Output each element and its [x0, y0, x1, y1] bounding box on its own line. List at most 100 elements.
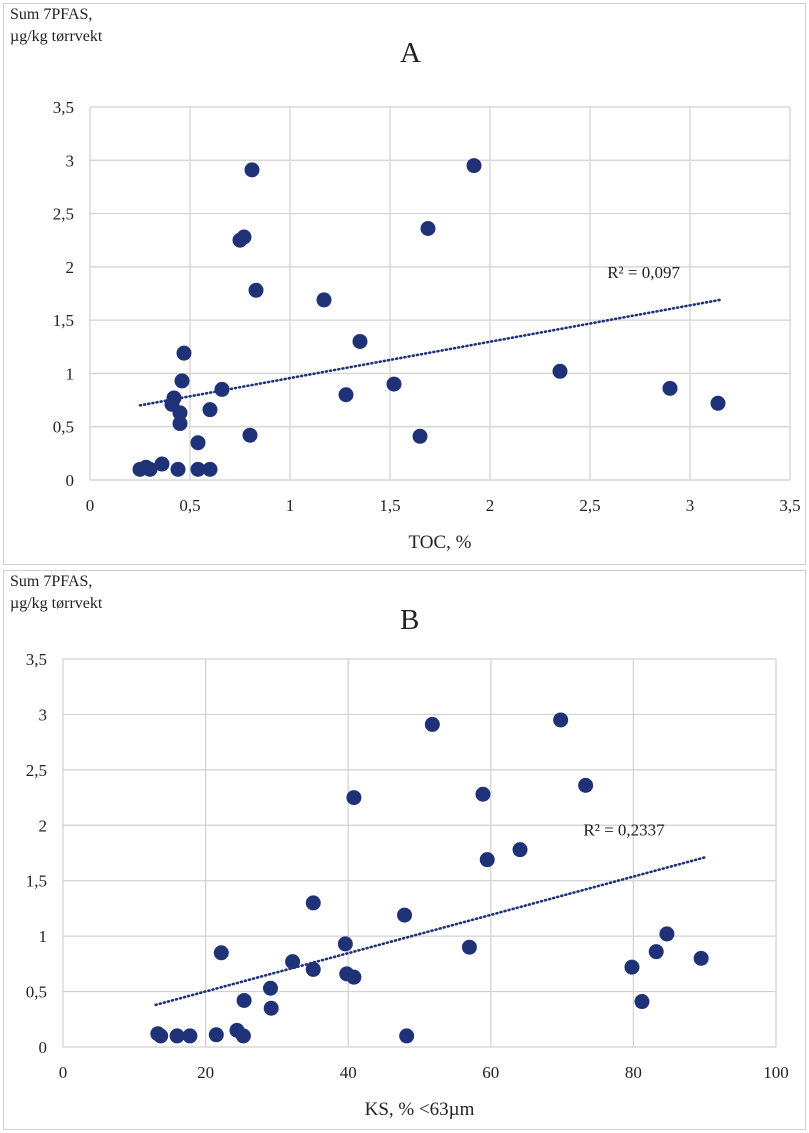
x-tick-label: 1	[286, 496, 295, 515]
data-point	[202, 461, 218, 477]
data-point	[235, 1028, 251, 1044]
data-point	[461, 939, 477, 955]
x-tick-label: 0	[86, 496, 95, 515]
chart-panel-b: Sum 7PFAS, µg/kg tørrvekt B 0 20 40 60 80 100…	[3, 570, 806, 1130]
data-point	[154, 456, 170, 472]
scatter-plot-a: 0 0,5 1 1,5 2 2,5 3 3,5 0 0,5 1 1,5 2 2,5 3 3,5 TOC, % R²…	[53, 98, 801, 553]
data-point	[316, 292, 332, 308]
data-point	[305, 895, 321, 911]
data-point	[142, 461, 158, 477]
scatter-plot-b: 0 20 40 60 80 100 0 0,5 1 1,5 2 2,5 3 3,5 KS, % <63µm R…	[26, 650, 789, 1120]
data-point	[153, 1028, 169, 1044]
data-point	[552, 363, 568, 379]
data-point	[169, 1028, 185, 1044]
data-point	[466, 158, 482, 174]
data-point	[710, 395, 726, 411]
y-axis-label-line-2: µg/kg tørrvekt	[10, 28, 103, 45]
data-point	[634, 994, 650, 1010]
data-point	[412, 428, 428, 444]
data-point	[693, 950, 709, 966]
data-point	[208, 1027, 224, 1043]
x-tick-label: 2,5	[579, 496, 600, 515]
data-point	[662, 380, 678, 396]
data-point	[242, 427, 258, 443]
r-squared-label: R² = 0,097	[607, 263, 680, 282]
data-point	[236, 229, 252, 245]
x-tick-label: 0,5	[179, 496, 200, 515]
y-tick-label: 2,5	[26, 761, 47, 780]
data-point	[512, 842, 528, 858]
y-tick-label: 0,5	[53, 418, 74, 437]
data-point	[397, 907, 413, 923]
data-point	[213, 945, 229, 961]
data-point	[424, 716, 440, 732]
data-point	[475, 786, 491, 802]
data-point	[285, 954, 301, 970]
y-tick-label: 3,5	[26, 650, 47, 669]
data-point	[214, 381, 230, 397]
data-point	[176, 345, 192, 361]
data-point	[338, 387, 354, 403]
data-point	[399, 1028, 415, 1044]
data-point	[182, 1028, 198, 1044]
y-tick-label: 1,5	[26, 872, 47, 891]
x-tick-label: 3,5	[779, 496, 800, 515]
data-point	[420, 220, 436, 236]
data-point	[166, 390, 182, 406]
data-point	[479, 852, 495, 868]
x-tick-label: 3	[686, 496, 695, 515]
y-tick-label: 2	[39, 816, 48, 835]
y-axis-label-line-2: µg/kg tørrvekt	[10, 595, 103, 612]
y-tick-label: 1	[39, 927, 48, 946]
data-point	[244, 162, 260, 178]
x-tick-label: 80	[625, 1063, 642, 1082]
data-point	[190, 461, 206, 477]
y-tick-label: 1,5	[53, 311, 74, 330]
x-tick-label: 60	[482, 1063, 499, 1082]
data-point	[352, 333, 368, 349]
data-point	[236, 992, 252, 1008]
data-point	[578, 777, 594, 793]
y-tick-label: 0,5	[26, 983, 47, 1002]
panel-label: A	[400, 37, 421, 69]
data-point	[248, 282, 264, 298]
x-tick-label: 100	[763, 1063, 789, 1082]
x-tick-label: 1,5	[379, 496, 400, 515]
panel-label: B	[400, 604, 420, 636]
data-point	[337, 936, 353, 952]
data-point	[262, 980, 278, 996]
trendline	[138, 298, 722, 407]
y-tick-label: 1	[66, 364, 75, 383]
x-tick-label: 40	[340, 1063, 357, 1082]
y-tick-label: 3,5	[53, 98, 74, 117]
data-point	[553, 712, 569, 728]
y-axis-label-line-1: Sum 7PFAS,	[10, 6, 93, 23]
y-axis-label: Sum 7PFAS, µg/kg tørrvekt	[10, 4, 102, 48]
y-axis-label: Sum 7PFAS, µg/kg tørrvekt	[10, 571, 102, 615]
data-point	[263, 1000, 279, 1016]
x-tick-label: 0	[59, 1063, 68, 1082]
data-point	[305, 961, 321, 977]
y-axis-label-line-1: Sum 7PFAS,	[10, 573, 93, 590]
x-tick-label: 20	[197, 1063, 214, 1082]
data-point	[346, 790, 362, 806]
y-tick-label: 2	[66, 258, 75, 277]
y-tick-label: 3	[66, 151, 75, 170]
x-axis-label: TOC, %	[409, 532, 472, 553]
data-point	[170, 461, 186, 477]
chart-panel-a: Sum 7PFAS, µg/kg tørrvekt A 0 0,5 1 1,5 2 2,5…	[3, 3, 806, 565]
x-tick-label: 2	[486, 496, 495, 515]
trendline	[154, 856, 707, 1007]
y-tick-label: 0	[39, 1038, 48, 1057]
data-point	[172, 416, 188, 432]
y-tick-label: 0	[66, 471, 75, 490]
data-point	[174, 373, 190, 389]
r-squared-label: R² = 0,2337	[583, 820, 665, 839]
y-tick-label: 2,5	[53, 205, 74, 224]
data-point	[624, 959, 640, 975]
data-point	[648, 944, 664, 960]
x-axis-label: KS, % <63µm	[365, 1099, 475, 1120]
data-point	[346, 969, 362, 985]
data-point	[386, 376, 402, 392]
data-point	[659, 926, 675, 942]
